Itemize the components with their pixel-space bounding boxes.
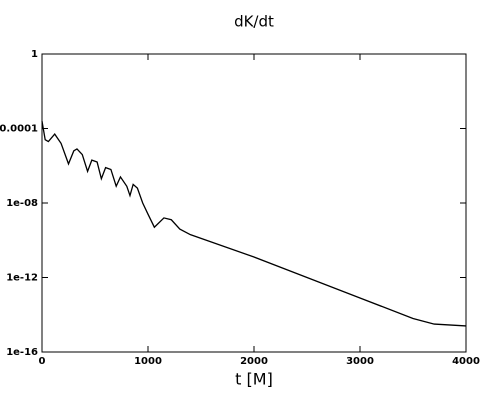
data-line: [41, 120, 467, 327]
y-tick-label: 1e-08: [6, 198, 38, 209]
x-tick-label: 0: [39, 356, 46, 367]
y-tick-label: 1: [31, 49, 38, 60]
chart-title: dK/dt: [234, 13, 274, 31]
x-tick-label: 4000: [452, 356, 480, 367]
y-tick-label: 0.0001: [0, 124, 38, 135]
x-tick-label: 2000: [240, 356, 268, 367]
y-tick-label: 1e-12: [6, 273, 38, 284]
x-axis-label: t [M]: [235, 370, 273, 389]
x-tick-label: 1000: [134, 356, 162, 367]
x-tick-label: 3000: [346, 356, 374, 367]
y-tick-label: 1e-16: [6, 347, 38, 358]
